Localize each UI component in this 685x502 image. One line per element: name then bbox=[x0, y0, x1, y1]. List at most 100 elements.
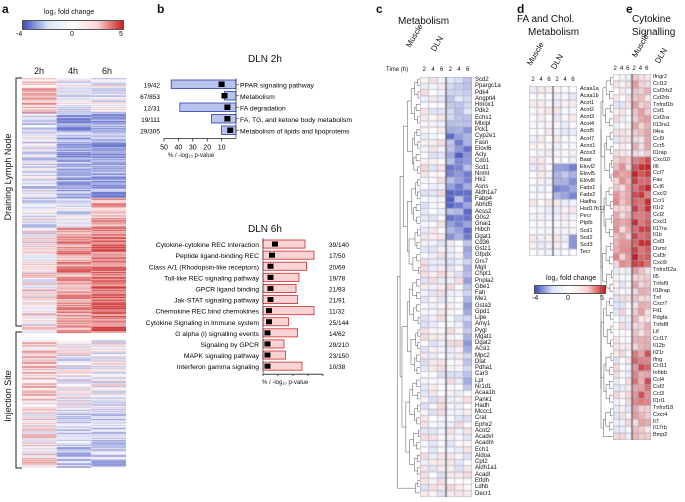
gene-label: Cyp2e1 bbox=[475, 133, 496, 140]
gene-label: Lif bbox=[653, 328, 659, 335]
gene-label: Mgat1 bbox=[475, 333, 492, 340]
gene-label: Etfdh bbox=[475, 478, 490, 484]
gene-label: Tnfrsf18 bbox=[653, 404, 674, 411]
gene-label: Il1rap bbox=[653, 149, 667, 156]
chart-2h-title: DLN 2h bbox=[248, 54, 282, 65]
gene-label: Acot3 bbox=[580, 114, 595, 121]
gene-label: Scd1 bbox=[580, 227, 593, 234]
panel-a-row-brackets bbox=[15, 77, 22, 469]
time-label: 2 bbox=[632, 66, 636, 72]
gene-label: Osmr bbox=[653, 246, 667, 253]
panel-a-col-4h: 4h bbox=[68, 66, 79, 76]
gene-label: Il5 bbox=[653, 273, 659, 280]
panel-a-colorbar-title: log₂ fold change bbox=[44, 9, 95, 16]
gene-label: Hadha bbox=[580, 199, 597, 206]
gene-label: Csf3r bbox=[653, 253, 667, 260]
panel-c-gene-list: Scd2 Ppargc1a Pdk4 Angptl4 Hmox1 Pdk2 Echs1 Mlx… bbox=[475, 77, 501, 497]
gene-label: Csf2rb bbox=[653, 94, 670, 101]
chart6h-pvalue-marker-10 bbox=[264, 352, 271, 358]
gene-label: Fads1 bbox=[580, 185, 596, 192]
gene-label: Cxcl1 bbox=[653, 218, 667, 225]
gene-label: Pnpla2 bbox=[475, 277, 494, 284]
chart6h-pvalue-marker-8 bbox=[264, 330, 271, 336]
chart2h-pvalue-marker-4 bbox=[227, 127, 234, 133]
gene-label: Acot4 bbox=[580, 121, 595, 128]
chart-dln-2h: PPAR signaling pathway 19/42 Metabolism 67/… bbox=[140, 78, 352, 151]
chart2h-pvalue-marker-3 bbox=[224, 116, 231, 122]
gene-label: Decr1 bbox=[475, 490, 492, 497]
time-label: 4 bbox=[563, 77, 567, 83]
panel-d-gene-list: Acaa1a Acaa1b Acot1 Acot2 Acot3 Acot4 Acot5 Aco… bbox=[580, 86, 605, 256]
chart2h-category-label: Metabolism bbox=[240, 94, 275, 101]
gene-label: Il1b bbox=[653, 232, 662, 239]
gene-label: Elovl2 bbox=[580, 163, 595, 170]
gene-label: Csf3 bbox=[653, 239, 665, 246]
panel-a-heatmap bbox=[22, 78, 126, 468]
panel-b-label: b bbox=[157, 2, 165, 16]
gene-label: Csf2rb2 bbox=[653, 87, 673, 94]
panel-c-time-label: Time (h) bbox=[386, 67, 409, 73]
panel-c-label: c bbox=[376, 2, 383, 16]
chart2h-bar-0 bbox=[170, 79, 237, 89]
panel-d-cb-max: 5 bbox=[600, 295, 604, 302]
gene-label: Cxcl10 bbox=[653, 156, 670, 163]
chart2h-pvalue-marker-0 bbox=[218, 81, 225, 87]
panel-c-dendrogram bbox=[397, 78, 420, 494]
gene-label: Grs7 bbox=[475, 258, 489, 265]
gene-label: Cxcr4 bbox=[653, 411, 668, 418]
chart6h-count-label: 23/150 bbox=[329, 353, 349, 360]
chart2h-count-label: 29/305 bbox=[140, 129, 160, 136]
gene-label: Ccl4 bbox=[653, 377, 665, 384]
chart-dln-6h: Cytokine-cytokine REC interaction 39/140 P… bbox=[146, 238, 349, 376]
time-label: 2 bbox=[555, 77, 559, 83]
gene-label: Pdgfa bbox=[653, 315, 668, 322]
panel-d-cb-mid: 0 bbox=[566, 295, 570, 302]
gene-label: Aldh1a1 bbox=[475, 465, 498, 472]
gene-label: Ifngr2 bbox=[653, 74, 668, 80]
gene-label: Tnfrsf12a bbox=[653, 266, 677, 273]
panel-e-title-2: Signalling bbox=[632, 27, 676, 38]
gene-label: Fasn bbox=[475, 139, 489, 146]
chart-2h-xlabel: % / -log₁₀ p-value bbox=[168, 153, 215, 159]
gene-label: Il6 bbox=[653, 163, 659, 170]
gene-label: Dgat2 bbox=[475, 340, 492, 347]
panel-d-heatmap bbox=[529, 86, 577, 256]
gene-label: Aldh1a7 bbox=[475, 189, 498, 196]
time-label: 4 bbox=[619, 66, 624, 72]
gene-label: Ccl9 bbox=[653, 136, 665, 143]
gene-label: Acsl1 bbox=[475, 346, 490, 353]
gene-label: Acaa1a bbox=[580, 86, 599, 92]
chart6h-count-label: 17/50 bbox=[329, 253, 346, 260]
panel-d-colorbar-title: log₂ fold change bbox=[546, 275, 597, 282]
chart6h-category-label: Interferon gamma signaling bbox=[177, 364, 260, 371]
gene-label: Elovl5 bbox=[580, 170, 595, 177]
gene-label: Echs1 bbox=[475, 114, 492, 121]
gene-label: Ifng bbox=[653, 356, 663, 363]
gene-label: Tecr bbox=[580, 248, 591, 255]
gene-label: Car3 bbox=[475, 371, 489, 378]
chart6h-category-label: Jak-STAT signaling pathway bbox=[174, 298, 260, 305]
gene-label: Acox1 bbox=[580, 142, 596, 149]
panel-a-label: a bbox=[2, 2, 9, 16]
gene-label: Il12b bbox=[653, 342, 665, 349]
chart6h-pvalue-marker-3 bbox=[267, 274, 274, 280]
chart6h-bar-0 bbox=[262, 239, 306, 249]
gene-label: Ccl7 bbox=[653, 170, 665, 177]
gene-label: Acaa1b bbox=[580, 93, 599, 100]
chart2h-tick-label: 20 bbox=[203, 145, 211, 151]
panel-a-cb-mid: 0 bbox=[70, 31, 74, 38]
chart2h-pvalue-marker-2 bbox=[224, 104, 231, 110]
panel-c-group-dln: DLN bbox=[429, 34, 446, 53]
chart6h-pvalue-marker-2 bbox=[267, 263, 274, 269]
gene-label: G0s2 bbox=[475, 214, 490, 221]
chart6h-category-label: Class A/1 (Rhodopsin-like receptors) bbox=[149, 264, 259, 271]
chart2h-tick-label: 30 bbox=[189, 145, 197, 151]
panel-a-col-6h: 6h bbox=[102, 66, 113, 76]
chart2h-category-label: FA degradation bbox=[240, 106, 286, 113]
gene-label: Elovl6 bbox=[580, 178, 595, 185]
gene-label: Ccl17 bbox=[653, 335, 668, 342]
gene-label: Scd3 bbox=[580, 241, 593, 248]
time-label: 2 bbox=[613, 66, 617, 72]
chart2h-count-label: 12/31 bbox=[144, 106, 161, 113]
